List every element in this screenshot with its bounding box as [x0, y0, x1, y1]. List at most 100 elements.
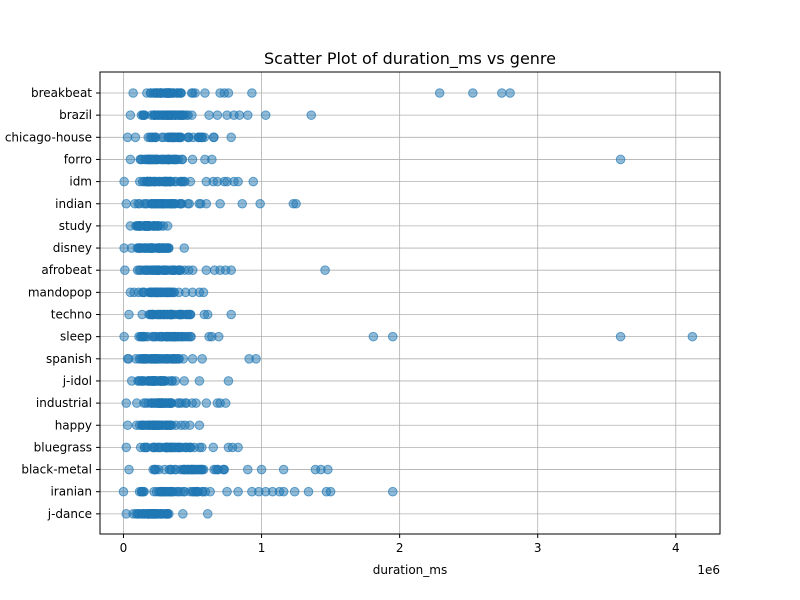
data-point: [161, 398, 171, 408]
data-point: [187, 110, 197, 120]
data-point: [149, 221, 159, 231]
data-point-outlier: [220, 398, 231, 408]
data-point: [165, 88, 175, 98]
data-point: [148, 509, 159, 519]
data-point: [141, 265, 151, 276]
data-point: [197, 132, 208, 143]
data-point: [161, 442, 171, 453]
data-point-outlier: [223, 88, 234, 98]
data-point: [156, 376, 166, 386]
data-point: [185, 442, 196, 453]
x-tick-label: 4: [672, 541, 680, 555]
data-point-outlier: [223, 376, 234, 386]
data-point-outlier: [505, 88, 515, 98]
data-point: [168, 132, 179, 143]
data-point-outlier: [247, 88, 257, 98]
data-point: [148, 464, 158, 475]
y-tick-label: industrial: [36, 396, 92, 410]
data-point: [136, 486, 147, 497]
data-point: [141, 420, 151, 431]
data-point-outlier: [233, 486, 243, 497]
data-points: [118, 88, 698, 519]
data-point-outlier: [615, 154, 626, 165]
data-point: [121, 442, 132, 453]
data-point: [226, 132, 236, 143]
data-point-outlier: [207, 154, 217, 165]
y-tick-label: mandopop: [28, 285, 92, 299]
data-point: [193, 486, 203, 497]
data-point: [173, 309, 183, 320]
data-point: [242, 464, 253, 475]
data-point: [145, 176, 155, 187]
data-point: [199, 309, 210, 320]
data-point-outlier: [303, 486, 314, 497]
data-point-outlier: [368, 331, 379, 342]
data-point: [176, 88, 186, 98]
data-point-outlier: [233, 176, 243, 187]
y-tick-label: j-idol: [62, 374, 92, 388]
data-point-outlier: [278, 464, 289, 475]
data-point-outlier: [194, 420, 205, 431]
data-point: [135, 221, 146, 231]
data-point-outlier: [237, 198, 248, 209]
data-point: [165, 265, 175, 276]
y-tick-label: iranian: [50, 485, 92, 499]
data-point: [178, 509, 188, 519]
data-point: [161, 331, 172, 342]
x-tick-label: 1: [258, 541, 266, 555]
data-point: [149, 398, 160, 408]
data-point: [153, 287, 163, 298]
data-point-outlier: [251, 354, 261, 364]
data-point: [171, 110, 181, 120]
x-axis-multiplier: 1e6: [697, 563, 720, 577]
data-point: [124, 464, 134, 475]
y-tick-label: study: [59, 219, 92, 233]
x-tick-label: 3: [534, 541, 542, 555]
data-point: [157, 132, 167, 143]
data-point: [174, 265, 185, 276]
data-point: [121, 398, 132, 408]
data-point: [162, 154, 173, 165]
data-point-outlier: [198, 287, 209, 298]
data-point-outlier: [242, 110, 253, 120]
data-point: [167, 486, 177, 497]
data-point: [153, 198, 164, 209]
data-point-outlier: [197, 354, 207, 364]
y-tick-label: happy: [55, 418, 92, 432]
y-tick-label: j-dance: [47, 507, 92, 521]
data-point: [212, 464, 223, 475]
data-point: [187, 354, 198, 364]
data-point: [133, 287, 144, 298]
axis-ticks: 0 1 2 3 4 breakbeat brazil chicago-house forro id…: [5, 86, 680, 555]
data-point: [128, 88, 138, 98]
data-point-outlier: [201, 198, 212, 209]
data-point: [201, 265, 212, 276]
data-point-outlier: [291, 198, 301, 209]
data-point-outlier: [615, 331, 626, 342]
data-point-outlier: [320, 265, 330, 276]
data-point: [152, 309, 163, 320]
data-point: [161, 198, 172, 209]
y-tick-label: techno: [51, 308, 92, 322]
data-point: [194, 442, 205, 453]
y-tick-label: breakbeat: [31, 86, 92, 100]
data-point: [122, 420, 133, 431]
y-tick-label: indian: [55, 197, 92, 211]
data-point: [171, 354, 181, 364]
data-point: [145, 132, 156, 143]
data-point-outlier: [194, 376, 205, 386]
data-point-outlier: [434, 88, 445, 98]
data-point-outlier: [278, 486, 289, 497]
data-point-outlier: [497, 88, 507, 98]
data-point: [130, 132, 141, 143]
data-point: [125, 154, 136, 165]
data-point: [186, 88, 197, 98]
data-point-outlier: [387, 331, 398, 342]
data-point: [138, 110, 148, 120]
plot-area-frame: [99, 71, 721, 535]
data-point: [153, 88, 163, 98]
data-point: [146, 243, 157, 253]
data-point: [201, 398, 212, 408]
data-point-outlier: [387, 486, 398, 497]
